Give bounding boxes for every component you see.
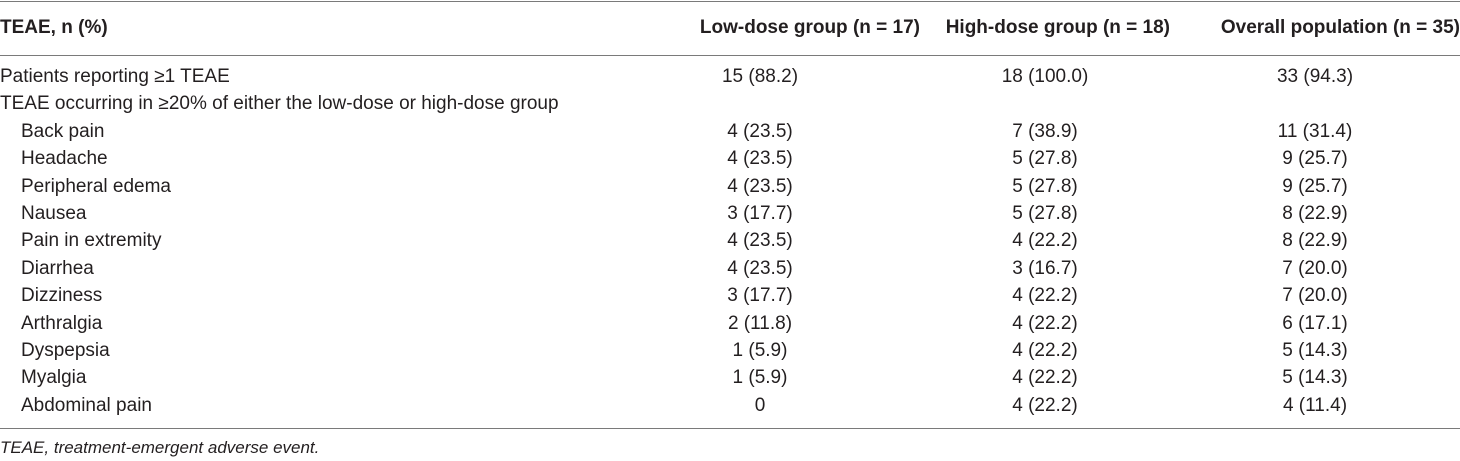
table-row: Abdominal pain 0 4 (22.2) 4 (11.4) (0, 392, 1460, 419)
row-label: Headache (21, 148, 108, 170)
cell-low-dose: 2 (11.8) (727, 312, 793, 334)
cell-overall: 6 (17.1) (1282, 312, 1348, 334)
table-row: Back pain 4 (23.5) 7 (38.9) 11 (31.4) (0, 118, 1460, 145)
table-row: Dyspepsia 1 (5.9) 4 (22.2) 5 (14.3) (0, 337, 1460, 364)
cell-high-dose: 4 (22.2) (1012, 367, 1078, 389)
table-row: Headache 4 (23.5) 5 (27.8) 9 (25.7) (0, 145, 1460, 172)
row-label: Peripheral edema (21, 175, 171, 197)
cell-overall: 4 (11.4) (1282, 394, 1348, 416)
table-row: Pain in extremity 4 (23.5) 4 (22.2) 8 (2… (0, 227, 1460, 254)
cell-overall: 11 (31.4) (1277, 120, 1353, 142)
cell-low-dose: 1 (5.9) (732, 340, 788, 362)
cell-low-dose: 4 (23.5) (727, 120, 793, 142)
cell-low-dose: 4 (23.5) (727, 148, 793, 170)
cell-overall: 9 (25.7) (1282, 148, 1348, 170)
cell-high-dose: 4 (22.2) (1012, 340, 1078, 362)
table-row: Patients reporting ≥1 TEAE 15 (88.2) 18 … (0, 56, 1460, 90)
header-overall: Overall population (n = 35) (1220, 17, 1460, 38)
cell-overall: 8 (22.9) (1282, 230, 1348, 252)
header-row: TEAE, n (%) Low-dose group (n = 17) High… (0, 0, 1460, 56)
cell-high-dose: 5 (27.8) (1012, 203, 1078, 225)
row-label: Arthralgia (21, 312, 103, 334)
cell-high-dose: 4 (22.2) (1012, 312, 1078, 334)
table-row-section: TEAE occurring in ≥20% of either the low… (0, 90, 1460, 117)
header-low-dose: Low-dose group (n = 17) (699, 17, 920, 38)
table-footnote: TEAE, treatment-emergent adverse event. (0, 438, 320, 457)
table-row: Dizziness 3 (17.7) 4 (22.2) 7 (20.0) (0, 282, 1460, 309)
cell-overall: 7 (20.0) (1282, 285, 1348, 307)
top-rule (0, 1, 1460, 2)
row-label: Back pain (21, 120, 105, 142)
cell-high-dose: 18 (100.0) (1001, 66, 1089, 87)
cell-high-dose: 5 (27.8) (1012, 148, 1078, 170)
bottom-rule (0, 428, 1460, 429)
cell-low-dose: 0 (754, 394, 766, 416)
row-label: Pain in extremity (21, 230, 162, 252)
cell-high-dose: 7 (38.9) (1012, 120, 1078, 142)
cell-high-dose: 3 (16.7) (1012, 257, 1078, 279)
header-high-dose: High-dose group (n = 18) (945, 17, 1170, 38)
row-label: Patients reporting ≥1 TEAE (0, 66, 230, 87)
section-label: TEAE occurring in ≥20% of either the low… (0, 93, 559, 115)
cell-overall: 9 (25.7) (1282, 175, 1348, 197)
row-label: Dyspepsia (21, 340, 110, 362)
header-teae: TEAE, n (%) (0, 17, 108, 38)
table-row: Peripheral edema 4 (23.5) 5 (27.8) 9 (25… (0, 173, 1460, 200)
cell-low-dose: 4 (23.5) (727, 257, 793, 279)
table-row: Diarrhea 4 (23.5) 3 (16.7) 7 (20.0) (0, 255, 1460, 282)
cell-high-dose: 4 (22.2) (1012, 285, 1078, 307)
cell-overall: 8 (22.9) (1282, 203, 1348, 225)
cell-low-dose: 4 (23.5) (727, 230, 793, 252)
cell-high-dose: 4 (22.2) (1012, 230, 1078, 252)
row-label: Diarrhea (21, 257, 94, 279)
cell-overall: 5 (14.3) (1282, 340, 1348, 362)
table-row: Nausea 3 (17.7) 5 (27.8) 8 (22.9) (0, 200, 1460, 227)
row-label: Nausea (21, 203, 87, 225)
cell-overall (1170, 90, 1460, 117)
table-row: Arthralgia 2 (11.8) 4 (22.2) 6 (17.1) (0, 310, 1460, 337)
cell-high-dose (920, 90, 1170, 117)
header-rule (0, 55, 1460, 56)
cell-high-dose: 5 (27.8) (1012, 175, 1078, 197)
cell-high-dose: 4 (22.2) (1012, 394, 1078, 416)
cell-overall: 33 (94.3) (1276, 66, 1354, 87)
row-label: Abdominal pain (21, 394, 152, 416)
cell-low-dose: 3 (17.7) (727, 203, 793, 225)
cell-low-dose: 3 (17.7) (727, 285, 793, 307)
row-label: Myalgia (21, 367, 87, 389)
cell-low-dose: 15 (88.2) (721, 66, 799, 87)
cell-overall: 7 (20.0) (1282, 257, 1348, 279)
cell-low-dose: 4 (23.5) (727, 175, 793, 197)
cell-low-dose (600, 90, 920, 117)
table-row: Myalgia 1 (5.9) 4 (22.2) 5 (14.3) (0, 364, 1460, 391)
cell-low-dose: 1 (5.9) (732, 367, 788, 389)
cell-overall: 5 (14.3) (1282, 367, 1348, 389)
teae-table: TEAE, n (%) Low-dose group (n = 17) High… (0, 0, 1460, 419)
row-label: Dizziness (21, 285, 103, 307)
